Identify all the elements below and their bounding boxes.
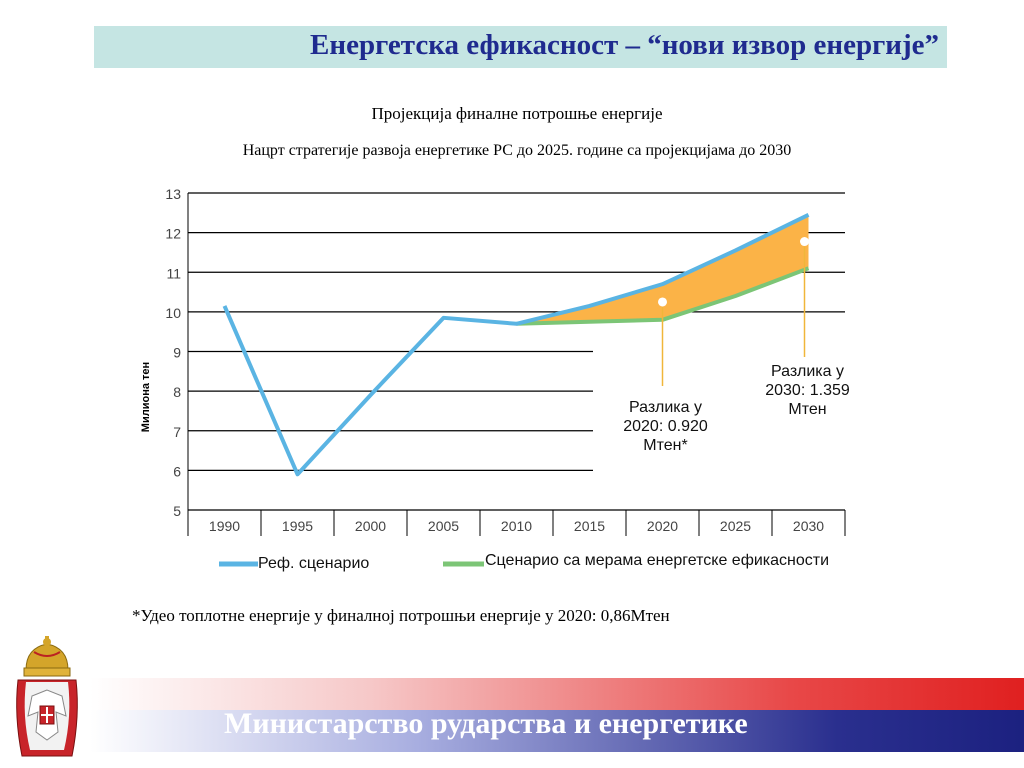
footnote: *Удео топлотне енергије у финалној потро… <box>132 606 670 625</box>
annotation-label: Мтен* <box>643 437 687 454</box>
y-tick-label: 5 <box>173 503 181 519</box>
annotation-label: Мтен <box>788 401 826 418</box>
title-bar: Енергетска ефикасност – “нови извор енер… <box>94 26 947 68</box>
y-tick-label: 8 <box>173 384 181 400</box>
footer-band <box>90 678 1024 768</box>
annotation-label: Разлика у <box>629 399 702 416</box>
y-tick-label: 11 <box>166 265 181 281</box>
annotation-label: 2030: 1.359 <box>765 382 850 399</box>
y-tick-label: 7 <box>173 424 181 440</box>
annotation-point <box>658 297 667 307</box>
ministry-name: Министарство рударства и енергетике <box>224 707 748 740</box>
x-tick-label: 2025 <box>720 518 751 534</box>
legend-label-reference: Реф. сценарио <box>258 555 369 572</box>
y-tick-label: 13 <box>165 186 181 202</box>
y-tick-label: 10 <box>165 305 181 321</box>
footer-band-red <box>90 678 1024 710</box>
x-tick-label: 2010 <box>501 518 532 534</box>
y-axis-label: Милиона тен <box>140 362 152 432</box>
annotation-label: 2020: 0.920 <box>623 418 708 435</box>
serbian-coat-of-arms-icon <box>16 636 78 757</box>
page-title: Енергетска ефикасност – “нови извор енер… <box>310 29 939 61</box>
annotation-label: Разлика у <box>771 363 844 380</box>
y-tick-label: 12 <box>165 226 181 242</box>
annotation-point <box>800 237 809 247</box>
chart-subtitle: Нацрт стратегије развоја енергетике РС д… <box>242 142 792 159</box>
x-tick-label: 2030 <box>793 518 824 534</box>
x-tick-label: 2000 <box>355 518 386 534</box>
series-line-reference <box>222 212 810 477</box>
x-tick-label: 1995 <box>282 518 313 534</box>
x-tick-label: 2020 <box>647 518 678 534</box>
chart-title: Пројекција финалне потрошње енергије <box>371 104 663 123</box>
footer-band-white <box>90 752 1024 768</box>
x-tick-label: 2005 <box>428 518 459 534</box>
x-tick-label: 1990 <box>209 518 240 534</box>
footer-band-blue <box>90 710 1024 752</box>
y-tick-label: 6 <box>173 463 181 479</box>
legend-label-efficiency: Сценарио са мерама енергетске ефикасност… <box>485 552 829 569</box>
y-tick-label: 9 <box>173 345 181 361</box>
x-tick-label: 2015 <box>574 518 605 534</box>
energy-consumption-chart: 5 6 7 8 9 10 11 12 13 1990 1995 2000 2005 2010 2015 202… <box>140 186 850 572</box>
